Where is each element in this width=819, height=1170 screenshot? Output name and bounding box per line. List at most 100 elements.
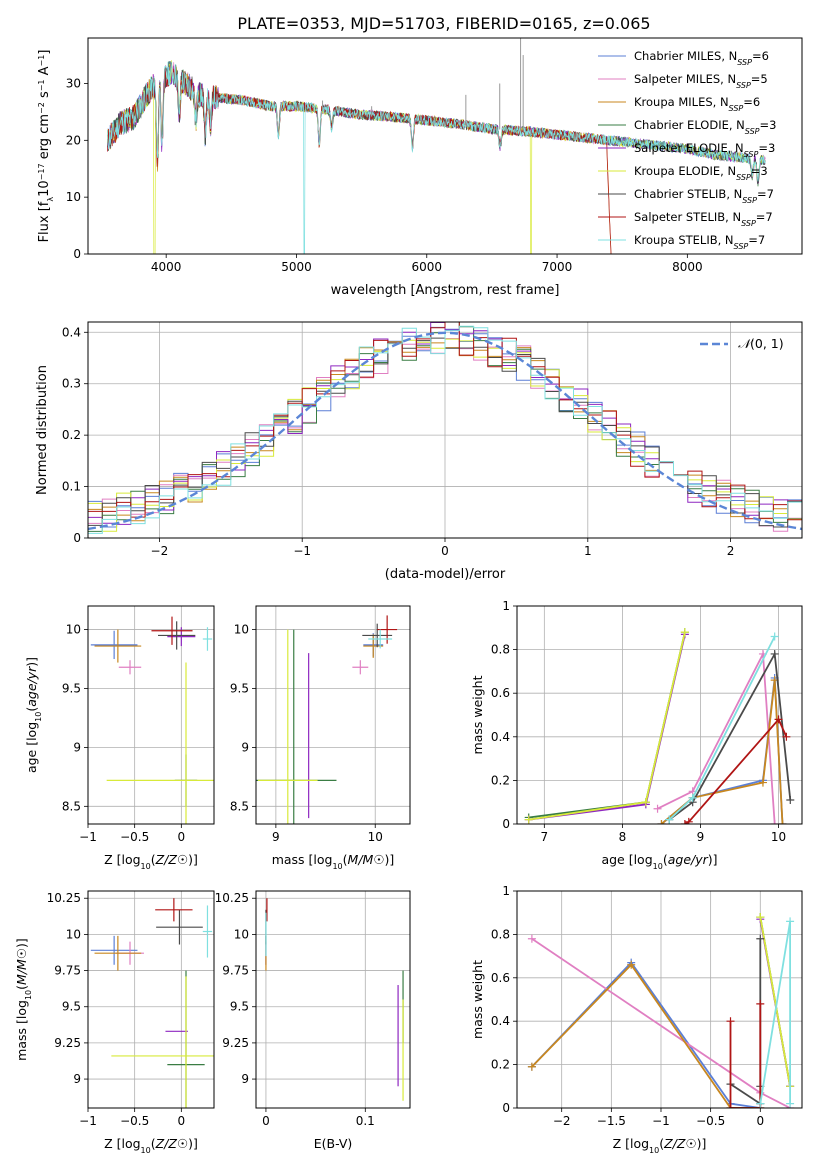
mass_vs_Z-xtick-label: 0 — [178, 1114, 186, 1128]
massweight_vs_age-xtick-label: 9 — [697, 830, 705, 844]
mass-weight-marker — [774, 715, 783, 724]
legend-label: Chabrier STELIB, NSSP=7 — [634, 187, 774, 205]
mass_vs_EBV-xlabel: E(B-V) — [314, 1136, 353, 1151]
mass_vs_Z-ylabel-part: mass [log — [14, 1000, 29, 1061]
massweight_vs_Z-ytick-label: 0.4 — [491, 1014, 510, 1028]
massweight_vs_Z-xlabel-part: 10 — [649, 1146, 659, 1155]
mass-weight-marker — [756, 913, 765, 922]
mass_vs_EBV-ytick-label: 9 — [241, 1072, 249, 1086]
legend-label-part: SSP — [736, 173, 751, 182]
age_vs_Z-ytick-label: 8.5 — [62, 799, 81, 813]
age_vs_mass-ytick-label: 10 — [234, 623, 249, 637]
spectrum-ylabel-part: −1 — [37, 55, 46, 67]
age_vs_Z-xlabel-part: Z/Z☉ — [155, 852, 189, 867]
legend-label-part: SSP — [745, 127, 760, 136]
age_vs_mass-xlabel: mass [log10(M/M☉)] — [272, 852, 395, 871]
massweight_vs_Z-xtick-label: −1 — [652, 1114, 670, 1128]
age_vs_mass-xtick-label: 9 — [272, 830, 280, 844]
mass_vs_Z-ytick-label: 9.25 — [54, 1036, 81, 1050]
mass-weight-marker — [786, 796, 795, 805]
massweight_vs_age-plot-area — [524, 628, 795, 824]
mass-weight-marker — [641, 798, 650, 807]
mass_vs_Z-ytick-label: 9 — [73, 1072, 81, 1086]
legend-label: Salpeter STELIB, NSSP=7 — [634, 210, 773, 228]
age_vs_Z-xlabel-part: ( — [151, 852, 156, 867]
legend-label-part: =5 — [751, 72, 768, 86]
mass_vs_Z-ytick-label: 10.25 — [47, 891, 81, 905]
spectrum-axes: 4000 5000 6000 7000 8000 0 10 20 30 Chabrier MILE… — [37, 37, 803, 298]
residuals-xtick-label: −1 — [293, 544, 311, 558]
massweight_vs_age-ytick-label: 0 — [502, 817, 510, 831]
mass-weight-marker — [688, 793, 697, 802]
mass_vs_EBV-ytick-label: 9.75 — [222, 964, 249, 978]
spectrum-ylabel-part: −2 — [37, 102, 46, 114]
age_vs_mass-xtick-label: 10 — [368, 830, 383, 844]
mass_vs_Z-ylabel-part: M/M☉ — [14, 948, 29, 985]
mass_vs_Z-frame — [87, 890, 215, 1109]
legend-label: Kroupa STELIB, NSSP=7 — [634, 233, 765, 251]
mass-weight-marker — [782, 732, 791, 741]
massweight_vs_age-ytick-label: 1 — [502, 599, 510, 613]
mass-weight-marker — [680, 628, 689, 637]
mass_vs_Z-ytick-label: 10 — [66, 927, 81, 941]
mass_vs_Z-xlabel: Z [log10(Z/Z☉)] — [104, 1136, 198, 1155]
mass-weight-marker — [726, 1017, 735, 1026]
residuals-xtick-label: 1 — [584, 544, 592, 558]
residuals-xtick-label: 2 — [727, 544, 735, 558]
mass_vs_Z-ytick-label: 9.5 — [62, 1000, 81, 1014]
legend-label-part: SSP — [744, 150, 759, 159]
massweight_vs_Z-ytick-label: 0.6 — [491, 971, 510, 985]
massweight_vs_Z-xtick-label: 0 — [756, 1114, 764, 1128]
age_vs_mass-xlabel-part: 10 — [332, 862, 342, 871]
mass_vs_Z-xlabel-part: 10 — [141, 1146, 151, 1155]
massweight_vs_Z-xlabel-part: Z [log — [613, 1136, 649, 1151]
age_vs_Z-plot-area — [90, 616, 214, 824]
massweight_vs_age-ytick-label: 0.4 — [491, 730, 510, 744]
legend-label-part: SSP — [736, 81, 751, 90]
massweight_vs_age-ytick-label: 0.2 — [491, 773, 510, 787]
mass_vs_Z-xtick-label: −0.5 — [120, 1114, 149, 1128]
spectrum-ylabel-part: 10 — [37, 180, 52, 197]
mass_vs_EBV-ytick-label: 9.5 — [230, 1000, 249, 1014]
massweight_vs_age-xtick-label: 7 — [541, 830, 549, 844]
spectrum-ylabel-part: A — [37, 66, 52, 79]
mass_vs_Z-xtick-label: −1 — [79, 1114, 97, 1128]
legend-label-part: Chabrier STELIB, N — [634, 187, 742, 201]
mass-weight-line — [729, 1003, 762, 1108]
mass-weight-marker — [770, 820, 779, 824]
age_vs_Z-ylabel-part: )] — [24, 657, 39, 667]
mass-weight-marker — [657, 820, 666, 824]
mass-weight-line — [531, 963, 761, 1108]
massweight_vs_age-ytick-label: 0.8 — [491, 643, 510, 657]
legend-label-part: =3 — [760, 118, 777, 132]
legend-label-part: =7 — [748, 233, 765, 247]
legend-label-part: SSP — [741, 219, 756, 228]
figure-title: PLATE=0353, MJD=51703, FIBERID=0165, z=0… — [237, 14, 650, 33]
massweight_vs_age-xlabel: age [log10(age/yr)] — [601, 852, 717, 871]
mass_vs_EBV-ytick-label: 10.25 — [215, 891, 249, 905]
legend-label-part: Chabrier ELODIE, N — [634, 118, 745, 132]
mass_vs_EBV-xtick-label: 0 — [262, 1114, 270, 1128]
massweight_vs_Z-axes: −2 −1.5 −1 −0.5 0 0 0.2 0.4 0.6 0.8 1 Z [log10(Z/Z☉… — [470, 884, 803, 1155]
legend-label-part: SSP — [734, 242, 749, 251]
legend-label: 𝒩(0, 1) — [738, 336, 784, 351]
massweight_vs_age-ytick-label: 0.6 — [491, 686, 510, 700]
age_vs_Z-ytick-label: 10 — [66, 623, 81, 637]
mass_vs_Z-xlabel-part: ( — [151, 1136, 156, 1151]
mass_vs_EBV-frame — [255, 890, 411, 1109]
massweight_vs_age-xtick-label: 10 — [771, 830, 786, 844]
mass-weight-marker — [527, 1062, 536, 1071]
mass-weight-marker — [778, 820, 787, 824]
legend-label-part: =6 — [743, 95, 760, 109]
spectrum-plot-area — [107, 38, 766, 254]
age_vs_mass-xlabel-part: M/M☉ — [348, 852, 385, 867]
mass_vs_Z-xlabel-part: Z/Z☉ — [155, 1136, 189, 1151]
massweight_vs_age-xlabel-part: age [log — [601, 852, 652, 867]
legend-label-part: Kroupa ELODIE, N — [634, 164, 736, 178]
spectrum-ylabel-part: s — [37, 91, 52, 102]
massweight_vs_Z-plot-area — [527, 913, 795, 1108]
spectrum-ylabel-part: λ — [46, 197, 55, 202]
mass-weight-line — [531, 961, 761, 1108]
